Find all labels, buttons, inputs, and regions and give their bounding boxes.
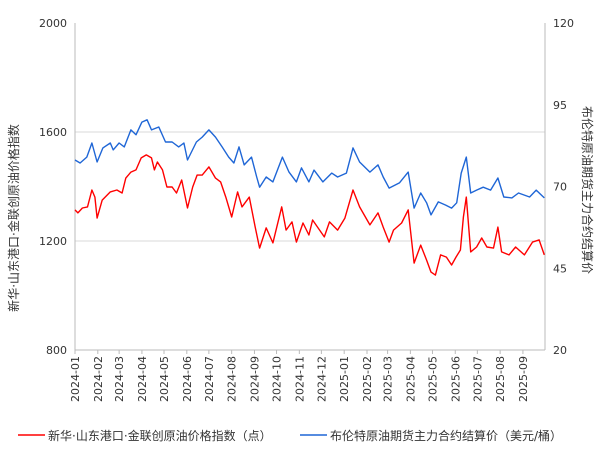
- x-tick-label: 2025-03: [382, 356, 395, 402]
- legend: 新华·山东港口·金联创原油价格指数（点） 布伦特原油期货主力合约结算价（美元/桶…: [18, 428, 562, 443]
- right-axis-title: 布伦特原油期货主力合约结算价: [580, 106, 595, 274]
- x-tick-label: 2025-09: [517, 356, 530, 402]
- x-tick-label: 2025-02: [361, 356, 374, 402]
- brent-series-line: [74, 119, 545, 216]
- right-axis-ticks: 20 45 70 95 120: [553, 17, 574, 357]
- left-tick-label: 1600: [39, 126, 67, 139]
- legend-label-index: 新华·山东港口·金联创原油价格指数（点）: [48, 428, 272, 443]
- x-tick-label: 2024-06: [181, 356, 194, 402]
- index-series-line: [74, 154, 545, 276]
- right-tick-label: 20: [553, 344, 567, 357]
- left-axis-ticks: 800 1200 1600 2000: [39, 17, 67, 357]
- x-tick-label: 2025-01: [338, 356, 351, 402]
- x-tick-label: 2024-12: [315, 356, 328, 402]
- gridlines: [75, 131, 545, 242]
- x-tick-label: 2024-08: [226, 356, 239, 402]
- x-axis-ticks: 2024-01 2024-02 2024-03 2024-04 2024-05 2024-…: [69, 350, 530, 402]
- x-tick-label: 2025-06: [449, 356, 462, 402]
- x-tick-label: 2024-09: [248, 356, 261, 402]
- right-tick-label: 45: [553, 262, 567, 275]
- x-tick-label: 2025-04: [404, 356, 417, 402]
- x-tick-label: 2024-11: [293, 356, 306, 402]
- x-tick-label: 2024-02: [92, 356, 105, 402]
- x-tick-label: 2024-07: [203, 356, 216, 402]
- left-axis-title: 新华·山东港口·金联创原油价格指数: [6, 124, 21, 312]
- legend-label-brent: 布伦特原油期货主力合约结算价（美元/桶）: [330, 428, 562, 443]
- left-tick-label: 800: [46, 344, 67, 357]
- x-tick-label: 2024-01: [69, 356, 82, 402]
- x-tick-label: 2024-10: [271, 356, 284, 402]
- x-tick-label: 2024-05: [158, 356, 171, 402]
- x-tick-label: 2024-03: [113, 356, 126, 402]
- series-lines: [74, 119, 545, 276]
- right-tick-label: 70: [553, 181, 567, 194]
- x-tick-label: 2025-05: [426, 356, 439, 402]
- x-tick-label: 2024-04: [136, 356, 149, 402]
- x-tick-label: 2025-08: [494, 356, 507, 402]
- x-tick-label: 2025-07: [471, 356, 484, 402]
- left-tick-label: 2000: [39, 17, 67, 30]
- left-tick-label: 1200: [39, 235, 67, 248]
- right-tick-label: 120: [553, 17, 574, 30]
- right-tick-label: 95: [553, 99, 567, 112]
